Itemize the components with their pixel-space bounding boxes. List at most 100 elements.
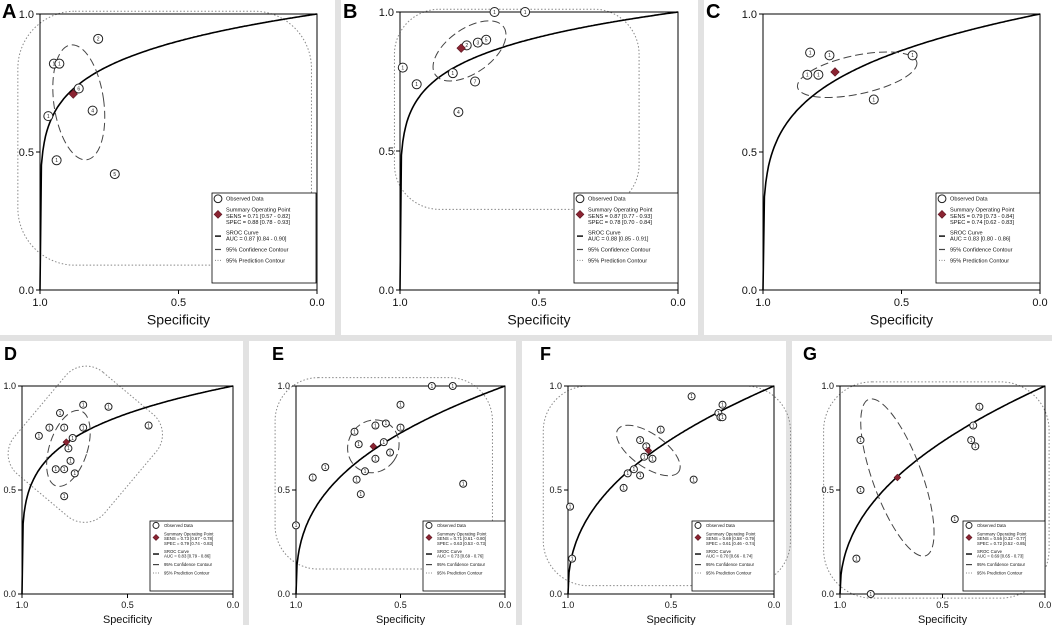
legend-spec: SPEC = 0.79 [0.74 - 0.83]: [164, 541, 213, 546]
legend-observed-symbol: [213, 194, 223, 204]
legend-auc: AUC = 0.70 [0.66 - 0.74]: [706, 554, 752, 559]
prediction-contour: [7, 365, 163, 523]
x-tick-label: 0.0: [1039, 600, 1052, 610]
point-label: 1: [817, 73, 820, 79]
point-label: 5: [113, 172, 116, 178]
point-label: 1: [55, 158, 58, 164]
point-label: 1: [399, 403, 402, 409]
y-tick-label: 0.5: [742, 147, 757, 159]
x-tick-label: 1.0: [392, 297, 407, 309]
summary-operating-point: [830, 67, 840, 77]
summary-operating-point: [456, 43, 466, 53]
legend-sens: SENS = 0.56 [0.32 - 0.77]: [977, 536, 1026, 541]
y-tick-label: 0.5: [379, 146, 394, 158]
observed-data-point: [448, 382, 457, 390]
observed-data-point: [568, 554, 577, 563]
observed-data-point: [87, 105, 98, 116]
observed-data-point: [34, 431, 43, 440]
point-label: 1: [71, 436, 74, 442]
observed-data-point: [447, 68, 458, 79]
x-tick-label: 1.0: [755, 297, 770, 309]
x-tick-label: 0.5: [171, 297, 186, 309]
panel-letter: G: [803, 344, 817, 364]
x-tick-label: 0.5: [665, 600, 678, 610]
observed-data-point: [73, 83, 84, 94]
point-label: 1: [107, 405, 110, 411]
point-label: 7: [474, 79, 477, 85]
observed-data-point: [70, 469, 79, 478]
legend-confidence-contour: 95% Confidence Contour: [977, 562, 1026, 567]
legend-sroc-title: SROC Curve: [226, 230, 259, 236]
observed-data-point: [805, 47, 816, 58]
legend-prediction-contour: 95% Prediction Contour: [164, 570, 210, 575]
point-label: 1: [571, 556, 574, 562]
point-label: 1: [972, 423, 975, 429]
y-tick-label: 0.0: [277, 589, 290, 599]
legend-summary-title: Summary Operating Point: [588, 208, 653, 214]
observed-data-point: [396, 400, 405, 409]
legend-observed-symbol: [694, 521, 702, 529]
point-label: 1: [451, 71, 454, 77]
observed-data-point: [360, 467, 369, 476]
y-tick-label: 0.0: [19, 285, 34, 297]
point-label: 1: [353, 430, 356, 436]
point-label: 1: [52, 61, 55, 67]
legend-observed-symbol: [937, 194, 947, 204]
x-axis-label: Specificity: [870, 311, 933, 327]
confidence-contour: [860, 398, 935, 557]
observed-data-point: [813, 69, 824, 80]
point-label: 1: [569, 504, 572, 510]
point-label: 1: [324, 465, 327, 471]
sroc-curve: [567, 385, 775, 595]
panel-letter: C: [706, 1, 720, 23]
point-label: 1: [855, 556, 858, 562]
point-label: 2: [97, 37, 100, 43]
x-tick-label: 0.0: [309, 297, 324, 309]
point-label: 1: [809, 50, 812, 56]
point-label: 1: [374, 457, 377, 463]
legend-auc: AUC = 0.73 [0.69 - 0.76]: [437, 554, 483, 559]
observed-data-point: [969, 421, 978, 430]
point-label: 1: [721, 403, 724, 409]
y-tick-label: 0.5: [3, 485, 16, 495]
observed-data-point: [802, 69, 813, 80]
legend: Observed Data Summary Operating PointSENS…: [211, 192, 317, 284]
observed-data-point: [51, 155, 62, 166]
legend-spec: SPEC = 0.72 [0.52 - 0.85]: [977, 541, 1026, 546]
observed-data-point: [144, 421, 153, 430]
point-label: 1: [911, 53, 914, 59]
summary-operating-point: [62, 438, 71, 446]
point-label: 4: [457, 110, 460, 116]
point-label: 1: [872, 97, 875, 103]
x-axis-label: Specificity: [147, 311, 210, 327]
point-label: 1: [59, 411, 62, 417]
panel-letter: F: [540, 344, 551, 364]
y-tick-label: 1.0: [3, 381, 16, 391]
legend-box: [422, 520, 506, 592]
x-tick-label: 1.0: [834, 600, 847, 610]
x-tick-label: 0.0: [1032, 297, 1047, 309]
summary-operating-point: [644, 446, 653, 455]
legend-confidence-contour: 95% Confidence Contour: [226, 247, 289, 253]
observed-data-point: [718, 400, 727, 409]
point-label: 1: [643, 455, 646, 461]
point-label: 1: [859, 488, 862, 494]
point-label: 5: [485, 38, 488, 44]
observed-data-point: [64, 444, 73, 453]
observed-data-point: [470, 76, 481, 87]
legend-spec: SPEC = 0.61 [0.46 - 0.74]: [706, 541, 755, 546]
legend-sroc-title: SROC Curve: [437, 549, 463, 554]
observed-data-point: [54, 58, 65, 69]
x-axis-label: Specificity: [376, 614, 426, 625]
point-label: 1: [54, 467, 57, 473]
point-label: 1: [974, 444, 977, 450]
observed-data-point: [648, 454, 657, 463]
legend-sens: SENS = 0.73 [0.67 - 0.78]: [164, 536, 213, 541]
summary-operating-point: [893, 473, 902, 482]
prediction-contour: [823, 381, 1050, 599]
legend-auc: AUC = 0.88 [0.85 - 0.91]: [588, 237, 649, 243]
observed-data-point: [397, 62, 408, 73]
observed-data-point: [950, 515, 959, 524]
